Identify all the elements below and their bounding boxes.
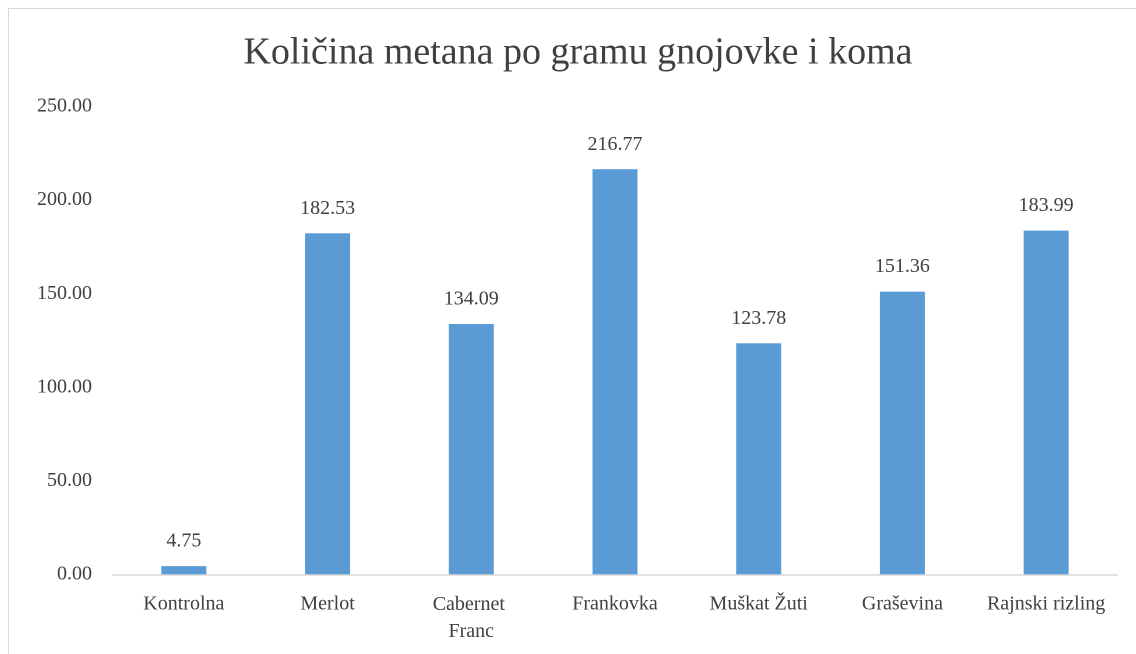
data-label: 123.78 [731,307,786,329]
bar [592,169,638,576]
bar [879,291,925,575]
x-tick-label: Muškat Žuti [710,592,809,615]
chart-border [8,8,1136,654]
y-tick-label: 100.00 [37,375,92,397]
x-tick-label: Cabernet Franc [433,593,510,642]
x-tick-label: Graševina [862,593,943,615]
bar [305,233,351,575]
data-label: 4.75 [166,530,201,552]
x-tick-label: Rajnski rizling [987,593,1105,615]
data-label: 182.53 [300,197,355,219]
bar [161,566,207,575]
y-tick-label: 250.00 [37,95,92,117]
y-tick-label: 50.00 [47,469,92,491]
chart-title: Količina metana po gramu gnojovke i koma [243,31,912,73]
bar [448,323,494,575]
y-tick-label: 200.00 [37,188,92,210]
data-label: 183.99 [1019,194,1074,216]
y-tick-label: 0.00 [57,563,92,585]
y-tick-label: 150.00 [37,282,92,304]
x-tick-label: Frankovka [572,593,658,615]
data-label: 216.77 [588,133,643,155]
bar [1023,230,1069,575]
x-tick-label: Kontrolna [143,593,224,615]
data-label: 134.09 [444,288,499,310]
bar [736,343,782,575]
data-label: 151.36 [875,255,930,277]
x-tick-label: Merlot [300,593,355,615]
